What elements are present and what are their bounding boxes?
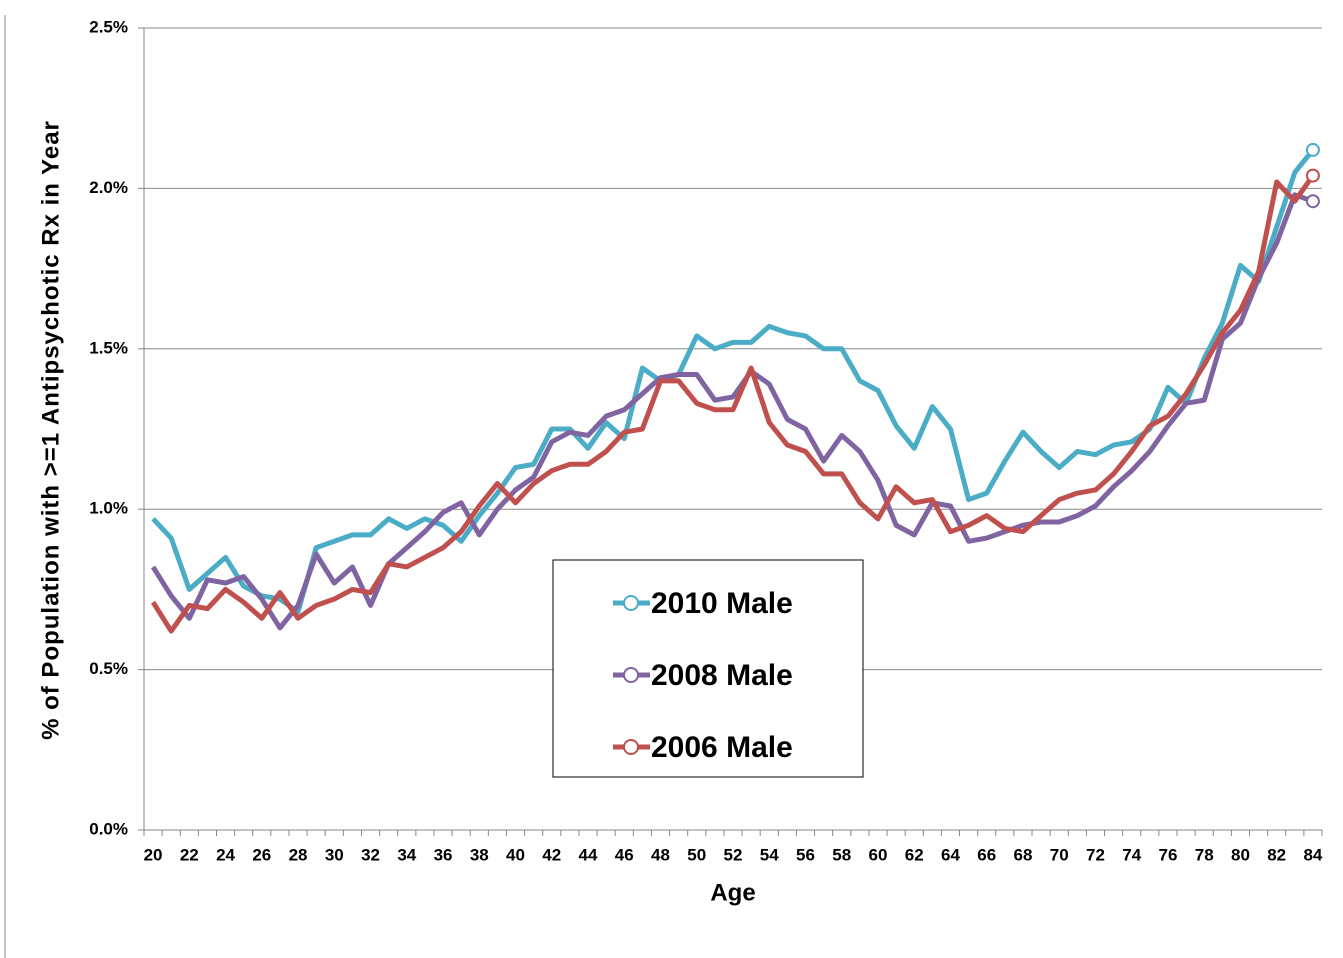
legend-box [552, 559, 864, 778]
x-tick-label: 22 [180, 845, 199, 864]
y-tick-label: 2.5% [89, 17, 128, 36]
x-tick-label: 82 [1267, 845, 1286, 864]
x-tick-label: 66 [977, 845, 996, 864]
series-line [150, 174, 1315, 634]
x-tick-label: 50 [687, 845, 706, 864]
x-tick-label: 60 [869, 845, 888, 864]
x-axis-title: Age [710, 879, 755, 906]
x-tick-label: 34 [397, 845, 416, 864]
y-tick-label: 2.0% [89, 178, 128, 197]
x-tick-label: 74 [1122, 845, 1141, 864]
legend-marker [623, 739, 639, 755]
y-tick-label: 1.5% [89, 338, 128, 357]
x-tick-label: 64 [941, 845, 960, 864]
end-marker [1305, 194, 1320, 209]
series-line [151, 148, 1315, 615]
x-tick-label: 72 [1086, 845, 1105, 864]
end-marker [1305, 168, 1320, 183]
legend-label: 2008 Male [651, 659, 793, 692]
y-axis-title: % of Population with >=1 Antipsychotic R… [37, 120, 64, 740]
legend-label: 2010 Male [651, 587, 793, 620]
x-tick-label: 42 [542, 845, 561, 864]
x-tick-label: 32 [361, 845, 380, 864]
x-tick-label: 76 [1158, 845, 1177, 864]
x-tick-label: 70 [1050, 845, 1069, 864]
series-line [150, 192, 1314, 631]
legend-marker [623, 667, 639, 683]
x-tick-label: 78 [1195, 845, 1214, 864]
y-tick-label: 0.0% [89, 819, 128, 838]
legend-marker [623, 595, 639, 611]
y-tick-label: 0.5% [89, 659, 128, 678]
x-tick-label: 24 [216, 845, 235, 864]
x-tick-label: 56 [796, 845, 815, 864]
x-tick-label: 26 [252, 845, 271, 864]
x-tick-label: 20 [144, 845, 163, 864]
x-tick-label: 80 [1231, 845, 1250, 864]
x-tick-label: 46 [615, 845, 634, 864]
x-tick-label: 48 [651, 845, 670, 864]
x-tick-label: 40 [506, 845, 525, 864]
x-tick-label: 54 [760, 845, 779, 864]
legend-label: 2006 Male [651, 731, 793, 764]
x-tick-label: 62 [905, 845, 924, 864]
x-tick-label: 38 [470, 845, 489, 864]
x-tick-label: 58 [832, 845, 851, 864]
x-tick-label: 68 [1014, 845, 1033, 864]
x-tick-label: 84 [1303, 845, 1322, 864]
x-tick-label: 52 [724, 845, 743, 864]
end-marker [1305, 142, 1320, 157]
x-tick-label: 36 [434, 845, 453, 864]
x-tick-label: 30 [325, 845, 344, 864]
x-tick-label: 28 [289, 845, 308, 864]
x-tick-label: 44 [579, 845, 598, 864]
y-tick-label: 1.0% [89, 499, 128, 518]
